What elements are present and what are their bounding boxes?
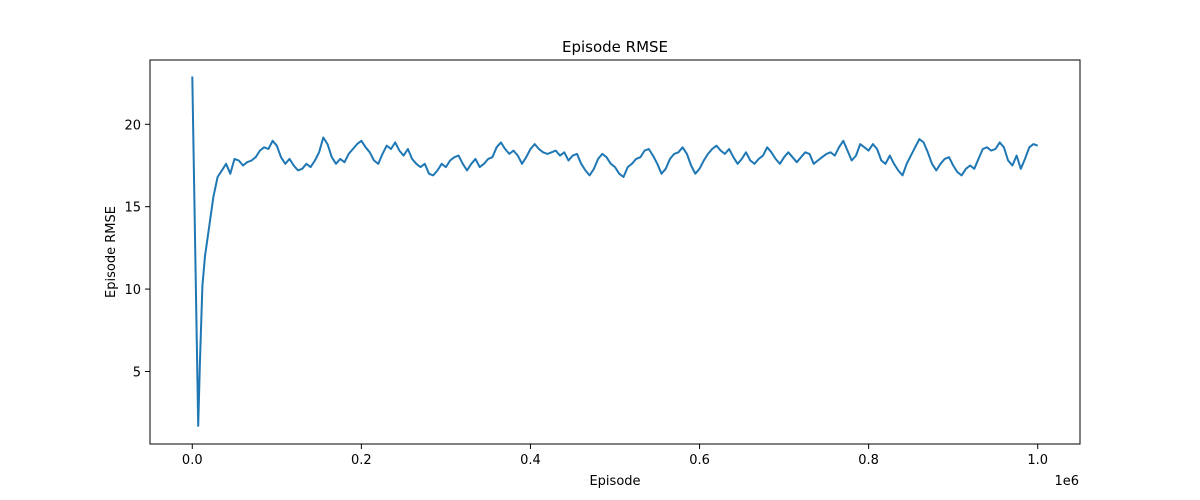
y-tick-label: 15: [124, 201, 141, 216]
y-tick-label: 20: [124, 118, 141, 133]
y-axis-label: Episode RMSE: [104, 206, 119, 298]
y-tick-label: 10: [124, 283, 141, 298]
y-tick-label: 5: [133, 365, 141, 380]
x-tick-label: 0.6: [689, 453, 710, 468]
x-axis-offset-label: 1e6: [1054, 474, 1079, 489]
x-axis-label: Episode: [589, 474, 640, 489]
x-axis-ticks: 0.0 0.2 0.4 0.6 0.8 1.0: [182, 444, 1048, 468]
x-tick-label: 0.8: [858, 453, 879, 468]
x-tick-label: 0.0: [182, 453, 203, 468]
x-tick-label: 1.0: [1027, 453, 1048, 468]
y-axis-ticks: 5 10 15 20: [124, 118, 150, 380]
plot-area: [149, 59, 1081, 445]
x-tick-label: 0.2: [351, 453, 372, 468]
axes-frame: [149, 59, 1081, 445]
x-tick-label: 0.4: [520, 453, 541, 468]
rmse-series-line: [191, 76, 1039, 427]
chart-title: Episode RMSE: [562, 38, 668, 56]
